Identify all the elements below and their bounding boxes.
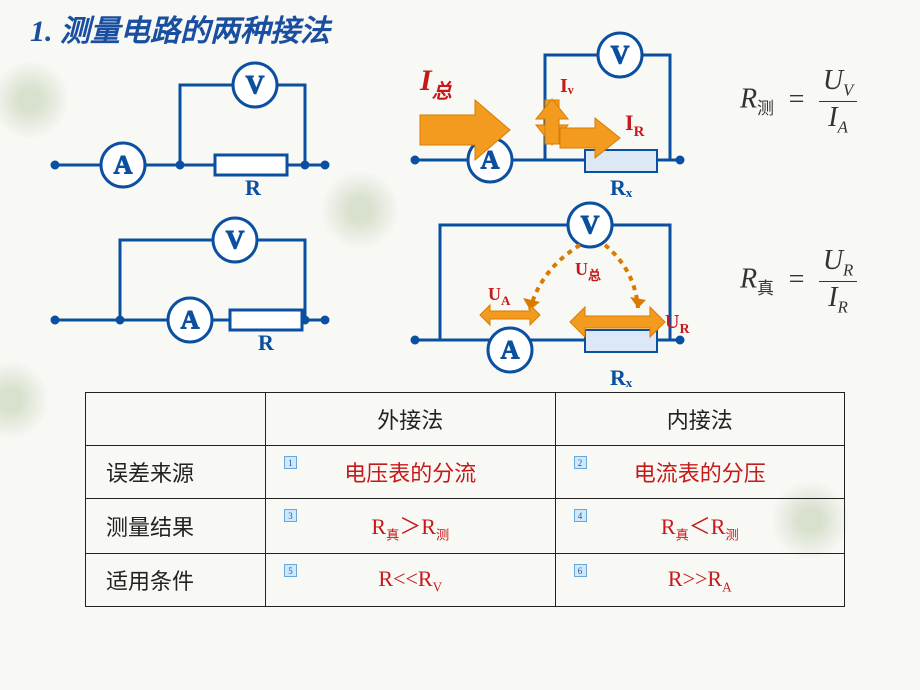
badge-icon: 6 [574,564,587,577]
cell-int-cond: 6R>>RA [555,554,845,607]
svg-text:U总: U总 [575,259,601,283]
svg-text:A: A [501,336,520,365]
svg-text:V: V [611,41,630,70]
formula-r-measured: R测 = UV IA [740,65,857,137]
badge-icon: 5 [284,564,297,577]
svg-text:UA: UA [488,284,511,308]
svg-text:A: A [114,151,133,180]
svg-text:A: A [181,306,200,335]
table-row: 误差来源 1电压表的分流 2电流表的分压 [86,446,845,499]
svg-text:V: V [226,226,245,255]
svg-text:R: R [258,330,275,350]
table-row: 适用条件 5R<<RV 6R>>RA [86,554,845,607]
row-result: 测量结果 [86,499,266,554]
badge-icon: 4 [574,509,587,522]
circuit-right-bottom: A V UA UR U总 Rₓ [380,200,720,390]
circuit-right-top: A V I总 Iᵥ IR Rₓ [380,30,720,200]
badge-icon: 2 [574,456,587,469]
circuit-left-top: A V R [40,55,340,195]
svg-text:Rₓ: Rₓ [610,365,633,390]
cell-ext-cond: 5R<<RV [266,554,556,607]
svg-text:V: V [246,71,265,100]
table-corner [86,393,266,446]
svg-text:V: V [581,211,600,240]
comparison-table: 外接法 内接法 误差来源 1电压表的分流 2电流表的分压 测量结果 3R真＞R测… [85,392,845,607]
formula-r-true: R真 = UR IR [740,245,857,317]
svg-text:Rₓ: Rₓ [610,175,633,200]
table-header-row: 外接法 内接法 [86,393,845,446]
table-row: 测量结果 3R真＞R测 4R真＜R测 [86,499,845,554]
cell-int-error: 2电流表的分压 [555,446,845,499]
title-text: 1. 测量电路的两种接法 [30,15,330,48]
cell-int-result: 4R真＜R测 [555,499,845,554]
row-condition: 适用条件 [86,554,266,607]
cell-ext-error: 1电压表的分流 [266,446,556,499]
row-error-source: 误差来源 [86,446,266,499]
badge-icon: 3 [284,509,297,522]
svg-text:IR: IR [625,110,645,140]
cell-ext-result: 3R真＞R测 [266,499,556,554]
svg-text:Iᵥ: Iᵥ [560,75,574,97]
bg-leaf [0,360,50,440]
col-internal: 内接法 [555,393,845,446]
svg-text:R: R [245,175,262,195]
circuit-left-bottom: A V R [40,210,340,350]
page-title: 1. 测量电路的两种接法 [30,6,330,50]
svg-text:I总: I总 [419,64,453,103]
badge-icon: 1 [284,456,297,469]
col-external: 外接法 [266,393,556,446]
